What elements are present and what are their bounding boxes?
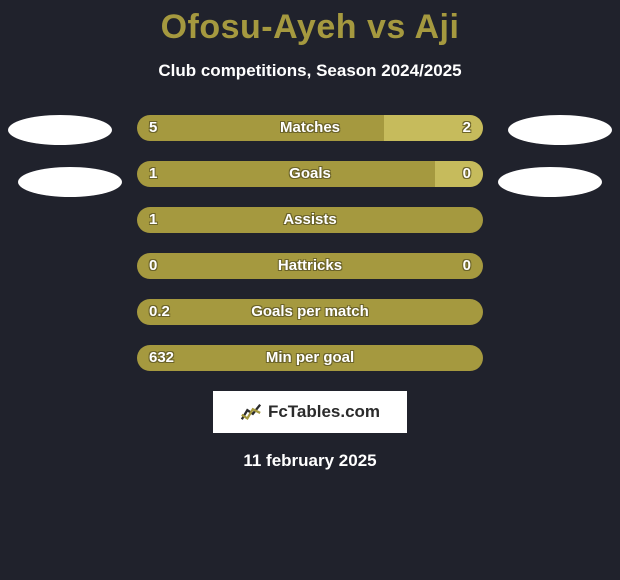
stat-bar: 1Assists [137, 207, 483, 233]
player-left-photo-placeholder-2 [18, 167, 122, 197]
comparison-container: Ofosu-Ayeh vs Aji Club competitions, Sea… [0, 0, 620, 580]
stat-bar: 632Min per goal [137, 345, 483, 371]
stat-label: Goals [137, 161, 483, 187]
page-subtitle: Club competitions, Season 2024/2025 [0, 61, 620, 81]
comparison-date: 11 february 2025 [0, 451, 620, 471]
stat-bar: 00Hattricks [137, 253, 483, 279]
stat-label: Min per goal [137, 345, 483, 371]
stat-label: Matches [137, 115, 483, 141]
stat-bars: 52Matches 10Goals 1Assists 00Hattricks 0.2Go… [0, 115, 620, 371]
stat-label: Hattricks [137, 253, 483, 279]
stat-bar: 52Matches [137, 115, 483, 141]
stat-bar: 10Goals [137, 161, 483, 187]
page-title: Ofosu-Ayeh vs Aji [0, 0, 620, 47]
stat-bar: 0.2Goals per match [137, 299, 483, 325]
stat-label: Goals per match [137, 299, 483, 325]
stat-label: Assists [137, 207, 483, 233]
brand-text: FcTables.com [268, 402, 380, 422]
player-right-photo-placeholder-1 [508, 115, 612, 145]
player-left-photo-placeholder-1 [8, 115, 112, 145]
stats-area: 52Matches 10Goals 1Assists 00Hattricks 0.2Go… [0, 115, 620, 471]
brand-badge: FcTables.com [213, 391, 407, 433]
brand-logo-icon [240, 401, 262, 423]
player-right-photo-placeholder-2 [498, 167, 602, 197]
